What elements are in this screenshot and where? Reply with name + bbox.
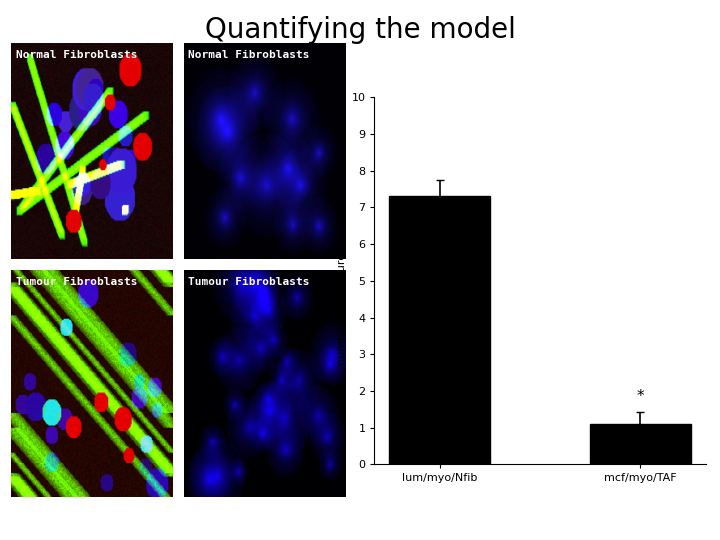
- Bar: [590, 424, 690, 464]
- Text: Tumour Fibroblasts: Tumour Fibroblasts: [189, 277, 310, 287]
- Y-axis label: number of structures per field: number of structures per field: [337, 197, 347, 364]
- Text: Normal Fibroblasts: Normal Fibroblasts: [16, 50, 137, 60]
- Text: Quantifying the model: Quantifying the model: [204, 16, 516, 44]
- Text: Tumour Fibroblasts: Tumour Fibroblasts: [16, 277, 137, 287]
- Text: Normal Fibroblasts: Normal Fibroblasts: [189, 50, 310, 60]
- Text: *: *: [636, 389, 644, 404]
- Bar: [390, 197, 490, 464]
